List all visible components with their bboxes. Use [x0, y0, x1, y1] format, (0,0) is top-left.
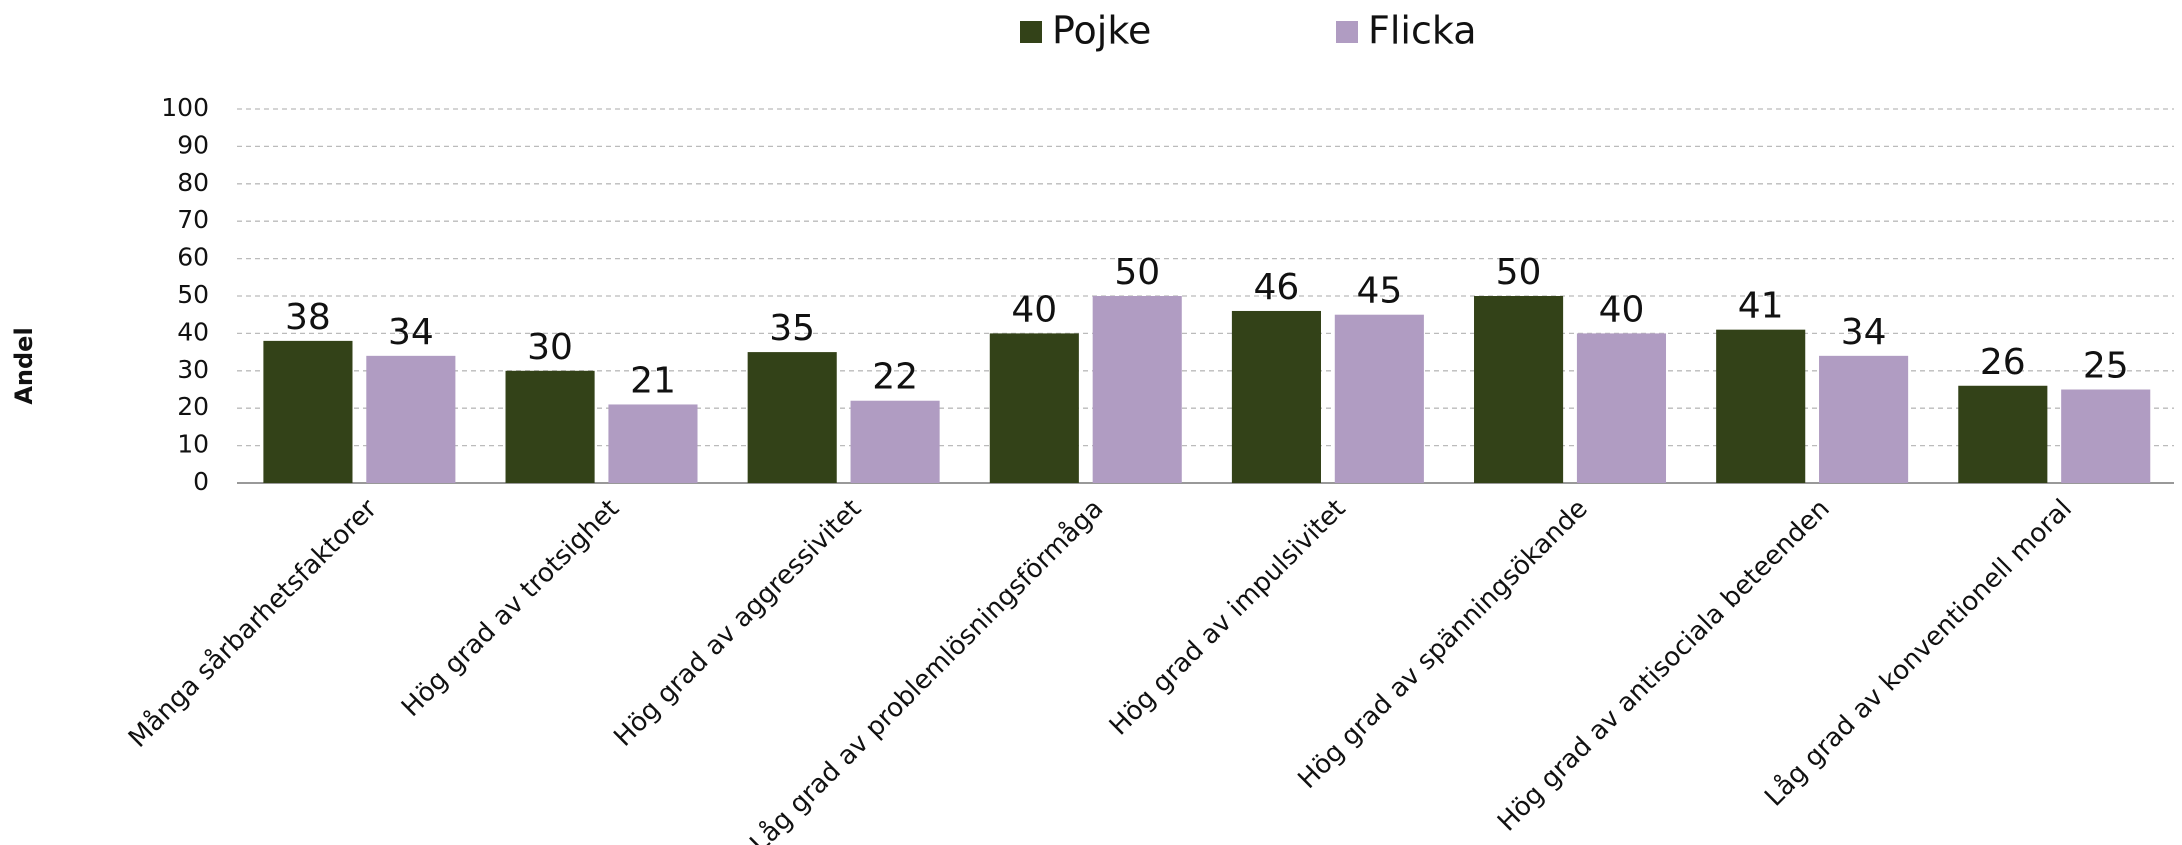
x-tick-label: Hög grad av aggressivitet	[608, 494, 867, 753]
data-label: 46	[1254, 267, 1300, 308]
y-axis-label: Andel	[10, 327, 38, 404]
bar	[263, 340, 353, 483]
y-tick-label: 0	[193, 467, 209, 496]
y-tick-label: 90	[177, 130, 209, 159]
bar	[505, 370, 595, 483]
y-tick-label: 70	[177, 205, 209, 234]
bar	[989, 333, 1079, 483]
x-tick-label: Hög grad av impulsivitet	[1104, 494, 1352, 742]
y-tick-label: 30	[177, 355, 209, 384]
data-label: 38	[285, 297, 331, 338]
y-tick-label: 60	[177, 243, 209, 272]
bar	[1092, 296, 1182, 483]
data-label: 35	[769, 308, 815, 349]
legend-swatch	[1020, 21, 1042, 43]
x-tick-label: Många sårbarhetsfaktorer	[122, 493, 383, 754]
bar	[2061, 389, 2151, 483]
bar	[1958, 385, 2048, 483]
data-label: 41	[1738, 286, 1784, 327]
data-label: 26	[1980, 342, 2026, 383]
y-tick-label: 100	[161, 93, 209, 122]
bar	[1334, 314, 1424, 483]
bar	[1474, 296, 1564, 483]
bar	[1819, 355, 1909, 483]
x-tick-label: Hög grad av spänningsökande	[1293, 494, 1594, 795]
data-label: 21	[630, 360, 676, 401]
data-label: 25	[2083, 346, 2129, 387]
y-tick-label: 10	[177, 430, 209, 459]
data-label: 22	[872, 357, 918, 398]
x-tick-label: Hög grad av trotsighet	[396, 494, 625, 723]
y-tick-label: 20	[177, 392, 209, 421]
data-label: 34	[1841, 312, 1887, 353]
data-label: 40	[1599, 289, 1645, 330]
y-tick-label: 40	[177, 317, 209, 346]
bar	[608, 404, 698, 483]
y-tick-label: 80	[177, 168, 209, 197]
bar	[850, 400, 940, 483]
bar	[1716, 329, 1806, 483]
data-label: 40	[1011, 289, 1057, 330]
y-tick-label: 50	[177, 280, 209, 309]
bar	[366, 355, 456, 483]
data-label: 34	[388, 312, 434, 353]
legend-label: Flicka	[1368, 9, 1477, 53]
bar	[1231, 310, 1321, 483]
legend-label: Pojke	[1052, 9, 1151, 53]
data-label: 45	[1356, 271, 1402, 312]
bar	[1576, 333, 1667, 483]
bar	[747, 352, 837, 483]
data-label: 50	[1496, 252, 1542, 293]
data-label: 50	[1114, 252, 1160, 293]
legend-swatch	[1336, 21, 1358, 43]
data-label: 30	[527, 327, 573, 368]
